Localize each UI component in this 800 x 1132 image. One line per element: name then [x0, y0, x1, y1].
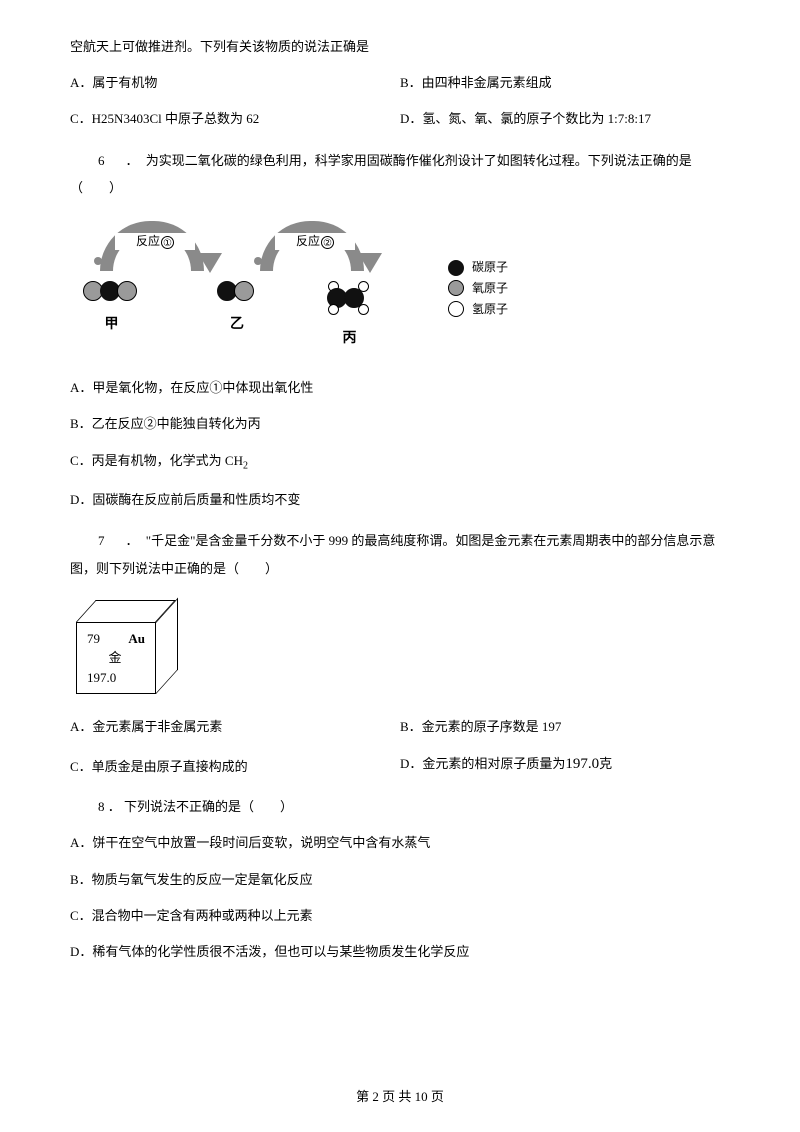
q8-text: 下列说法不正确的是（ ）: [124, 799, 293, 814]
q6-stem: 6 ． 为实现二氧化碳的绿色利用，科学家用固碳酶作催化剂设计了如图转化过程。下列…: [70, 147, 730, 202]
q8-opt-d: D．稀有气体的化学性质很不活泼，但也可以与某些物质发生化学反应: [70, 943, 730, 961]
q5-options-row2: C．H25N3403Cl 中原子总数为 62 D．氢、氮、氧、氯的原子个数比为 …: [70, 110, 730, 128]
q7-opt-b: B．金元素的原子序数是 197: [400, 718, 730, 736]
q6-diagram: 反应① 反应② 甲 乙 丙 碳原子 氧原: [78, 219, 498, 359]
q8-opt-c: C．混合物中一定含有两种或两种以上元素: [70, 907, 730, 925]
q8-opt-a: A．饼干在空气中放置一段时间后变软，说明空气中含有水蒸气: [70, 834, 730, 852]
legend-h: 氢原子: [448, 301, 508, 318]
q8-number: 8 ．: [98, 799, 121, 814]
q7-text: "千足金"是含金量千分数不小于 999 的最高纯度称谓。如图是金元素在元素周期表…: [70, 533, 715, 575]
q5-opt-b: B．由四种非金属元素组成: [400, 74, 730, 92]
diagram-legend: 碳原子 氧原子 氢原子: [448, 259, 508, 321]
q8-opt-b: B．物质与氧气发生的反应一定是氧化反应: [70, 871, 730, 889]
q7-stem: 7 ． "千足金"是含金量千分数不小于 999 的最高纯度称谓。如图是金元素在元…: [70, 527, 730, 582]
reaction-arrow-2: 反应②: [248, 219, 378, 269]
q8-stem: 8 ． 下列说法不正确的是（ ）: [70, 798, 730, 816]
molecule-3: 丙: [330, 281, 369, 349]
q6-opt-c: C．丙是有机物，化学式为 CH2: [70, 452, 730, 474]
element-symbol: Au: [128, 629, 145, 649]
q6-text: 为实现二氧化碳的绿色利用，科学家用固碳酶作催化剂设计了如图转化过程。下列说法正确…: [70, 153, 692, 195]
page-footer: 第 2 页 共 10 页: [0, 1088, 800, 1106]
q6-opt-b: B．乙在反应②中能独自转化为丙: [70, 415, 730, 433]
q7-options-row2: C．单质金是由原子直接构成的 D．金元素的相对原子质量为197.0克: [70, 754, 730, 776]
element-name: 金: [87, 648, 149, 668]
legend-c: 碳原子: [448, 259, 508, 276]
mol2-label: 乙: [220, 315, 254, 335]
molecule-1: 甲: [86, 281, 137, 335]
mol1-label: 甲: [86, 315, 137, 335]
q7-options-row1: A．金元素属于非金属元素 B．金元素的原子序数是 197: [70, 718, 730, 736]
atomic-mass: 197.0: [87, 668, 149, 688]
arc1-label: 反应①: [115, 233, 195, 250]
q5-continuation: 空航天上可做推进剂。下列有关该物质的说法正确是: [70, 38, 730, 56]
q5-opt-c: C．H25N3403Cl 中原子总数为 62: [70, 110, 400, 128]
q6-opt-a: A．甲是氧化物，在反应①中体现出氧化性: [70, 379, 730, 397]
q5-options-row1: A．属于有机物 B．由四种非金属元素组成: [70, 74, 730, 92]
q6-opt-d: D．固碳酶在反应前后质量和性质均不变: [70, 491, 730, 509]
q7-opt-c: C．单质金是由原子直接构成的: [70, 754, 400, 776]
q5-opt-a: A．属于有机物: [70, 74, 400, 92]
q7-number: 7 ．: [98, 533, 143, 548]
atomic-number: 79: [87, 629, 100, 649]
q7-opt-d: D．金元素的相对原子质量为197.0克: [400, 754, 730, 776]
mol3-label: 丙: [330, 329, 369, 349]
arc2-label: 反应②: [275, 233, 355, 250]
q7-periodic-cell: 79 Au 金 197.0: [76, 600, 186, 700]
legend-o: 氧原子: [448, 280, 508, 297]
q6-number: 6 ．: [98, 153, 143, 168]
q7-opt-a: A．金元素属于非金属元素: [70, 718, 400, 736]
q5-opt-d: D．氢、氮、氧、氯的原子个数比为 1:7:8:17: [400, 110, 730, 128]
molecule-2: 乙: [220, 281, 254, 335]
reaction-arrow-1: 反应①: [88, 219, 218, 269]
